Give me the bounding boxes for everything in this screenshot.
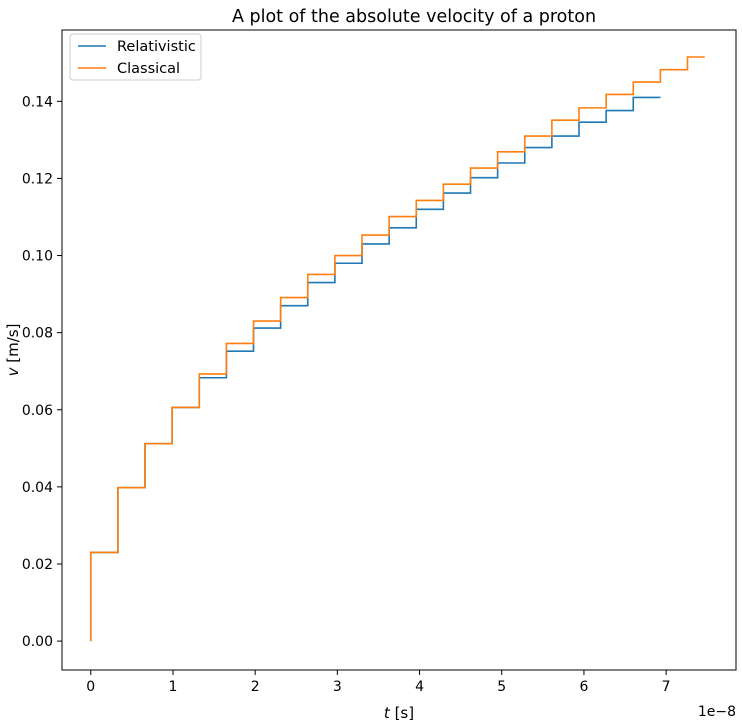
- chart-title: A plot of the absolute velocity of a pro…: [232, 7, 596, 27]
- series-line-classical: [89, 56, 705, 642]
- plot-frame: [61, 29, 737, 671]
- y-axis-label-variable: v: [4, 366, 22, 376]
- x-axis-label-unit: [s]: [390, 704, 414, 722]
- y-tick-label: 0.06: [22, 403, 53, 419]
- legend: Relativistic Classical: [69, 33, 202, 81]
- x-axis-offset-text: 1e−8: [698, 704, 736, 720]
- x-axis-label: t [s]: [384, 704, 414, 722]
- plot-area: [61, 29, 737, 671]
- y-tick-label: 0.02: [22, 557, 53, 573]
- y-tick-label: 0.14: [22, 94, 53, 110]
- x-axis-label-variable: t: [384, 704, 391, 722]
- y-tick-label: 0.12: [22, 171, 53, 187]
- x-tick-label: 6: [579, 679, 588, 695]
- y-tick-label: 0.08: [22, 326, 53, 342]
- y-tick-label: 0.10: [22, 249, 53, 265]
- y-axis: 0.00 0.02 0.04 0.06 0.08 0.10 0.12 0.14: [22, 94, 62, 650]
- y-axis-label: v [m/s]: [4, 324, 22, 377]
- y-tick-label: 0.04: [22, 480, 53, 496]
- y-axis-label-unit: [m/s]: [4, 324, 22, 368]
- series-line-relativistic: [89, 96, 661, 642]
- x-tick-label: 3: [333, 679, 342, 695]
- y-tick-label: 0.00: [22, 634, 53, 650]
- x-tick-label: 1: [169, 679, 178, 695]
- x-tick-label: 5: [497, 679, 506, 695]
- x-axis: 0 1 2 3 4 5 6 7: [86, 670, 671, 695]
- x-tick-label: 7: [662, 679, 671, 695]
- x-tick-label: 4: [415, 679, 424, 695]
- x-tick-label: 2: [251, 679, 260, 695]
- series-layer: [89, 56, 705, 642]
- legend-label-classical: Classical: [117, 61, 180, 77]
- x-tick-label: 0: [86, 679, 95, 695]
- legend-label-relativistic: Relativistic: [117, 39, 196, 55]
